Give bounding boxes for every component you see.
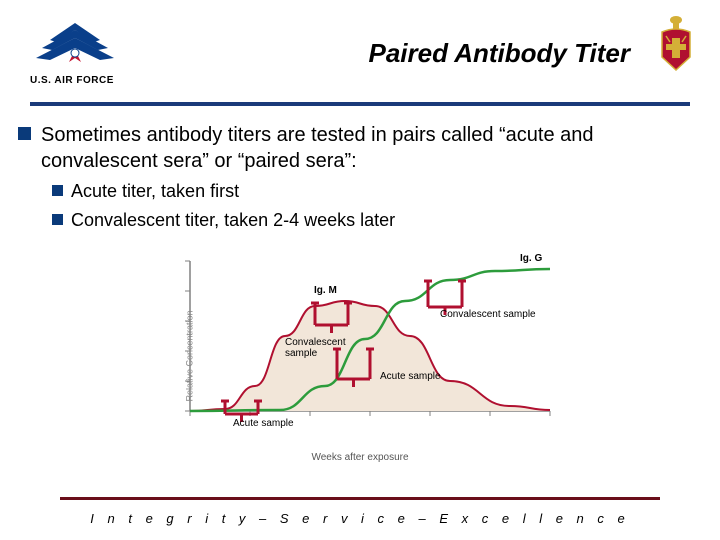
- bullet-main-text: Sometimes antibody titers are tested in …: [41, 122, 702, 174]
- igm-series-label: Ig. M: [314, 285, 337, 296]
- bullet-square-icon: [52, 214, 63, 225]
- crest-icon: [652, 12, 700, 72]
- content: Sometimes antibody titers are tested in …: [0, 106, 720, 461]
- page-title: Paired Antibody Titer: [30, 18, 690, 69]
- airforce-text: U.S. AIR FORCE: [30, 75, 120, 86]
- bullet-square-icon: [18, 127, 31, 140]
- x-axis-label: Weeks after exposure: [311, 452, 408, 463]
- header: U.S. AIR FORCE Paired Antibody Titer: [0, 0, 720, 100]
- bullet-sub: Acute titer, taken first: [52, 180, 702, 203]
- antibody-chart: Relative Concentration Ig. M Ig. G Conva…: [150, 251, 570, 461]
- bullet-square-icon: [52, 185, 63, 196]
- footer-divider: [60, 497, 660, 500]
- airforce-wings-icon: [30, 18, 120, 68]
- convalescent-label-igg: Convalescent sample: [440, 309, 536, 320]
- acute-label-igg: Acute sample: [380, 371, 441, 382]
- bullet-sub-text: Convalescent titer, taken 2-4 weeks late…: [71, 209, 395, 232]
- chart-svg: [150, 251, 570, 441]
- igg-series-label: Ig. G: [520, 253, 542, 264]
- bullet-sub: Convalescent titer, taken 2-4 weeks late…: [52, 209, 702, 232]
- y-axis-label: Relative Concentration: [185, 310, 195, 401]
- footer-text: I n t e g r i t y – S e r v i c e – E x …: [0, 511, 720, 526]
- convalescent-label-igm: Convalescent sample: [285, 337, 346, 359]
- airforce-logo: U.S. AIR FORCE: [30, 18, 120, 86]
- acute-label-igm: Acute sample: [233, 418, 294, 429]
- bullet-sub-text: Acute titer, taken first: [71, 180, 239, 203]
- bullet-sublist: Acute titer, taken first Convalescent ti…: [52, 180, 702, 233]
- bullet-main: Sometimes antibody titers are tested in …: [18, 122, 702, 174]
